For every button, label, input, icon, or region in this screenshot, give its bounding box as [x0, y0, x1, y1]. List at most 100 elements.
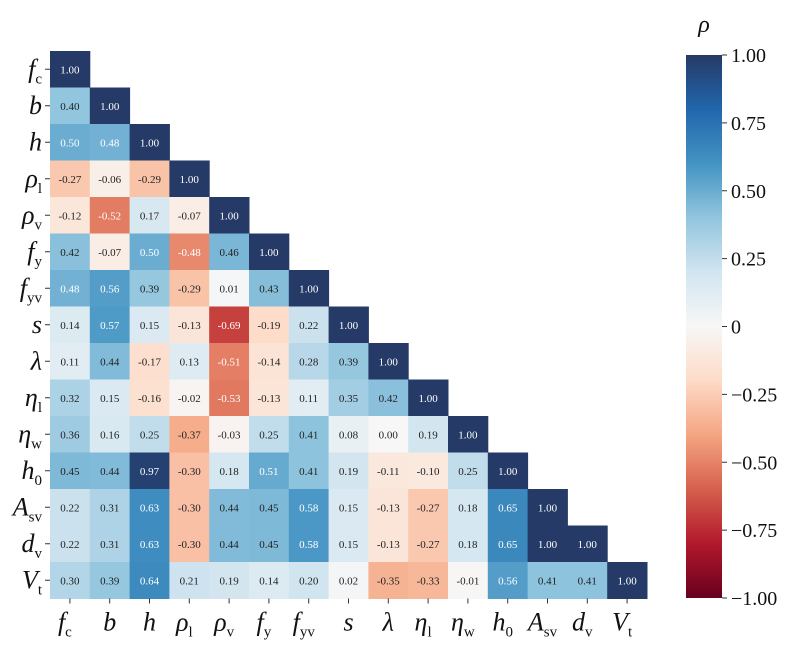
x-tick-label: ηl	[415, 608, 432, 641]
cell-value-label: -0.19	[257, 320, 280, 332]
cell-value-label: 0.17	[140, 210, 160, 222]
cell-value-label: -0.07	[178, 210, 201, 222]
heatmap-cell	[408, 452, 449, 490]
cell-value-label: 0.22	[299, 320, 318, 332]
heatmap-cell	[527, 525, 568, 563]
cell-value-label: 0.57	[100, 320, 120, 332]
cell-value-label: 0.65	[498, 539, 518, 551]
y-tick-label: ρl	[24, 164, 42, 197]
cell-value-label: 0.45	[259, 502, 279, 514]
cell-value-label: 0.56	[498, 575, 518, 587]
cell-value-label: 0.46	[219, 247, 239, 259]
cell-value-label: -0.27	[417, 539, 440, 551]
cell-value-label: -0.02	[178, 393, 201, 405]
cell-value-label: 0.32	[60, 393, 79, 405]
heatmap-cell	[89, 124, 131, 161]
heatmap-cell	[50, 197, 91, 234]
colorbar-tick-label: 0.50	[731, 181, 766, 203]
cell-value-label: 0.44	[100, 466, 120, 478]
heatmap-cell	[328, 343, 369, 380]
cell-value-label: 0.50	[60, 137, 80, 149]
y-tick-label: λ	[30, 346, 42, 375]
heatmap-cell	[249, 452, 290, 490]
cell-value-label: -0.06	[98, 174, 121, 186]
cell-value-label: 0.63	[140, 539, 160, 551]
colorbar-tick-label: −0.75	[731, 520, 777, 542]
heatmap-cell	[89, 306, 131, 344]
heatmap-cell	[249, 306, 290, 344]
heatmap-cell	[209, 233, 250, 271]
heatmap-cell	[89, 233, 131, 271]
cell-value-label: -0.27	[417, 502, 440, 514]
cell-value-label: 0.13	[180, 356, 200, 368]
heatmap-cell	[368, 343, 409, 380]
cell-value-label: 1.00	[617, 575, 637, 587]
heatmap-cell	[169, 416, 210, 453]
heatmap-cell	[129, 124, 170, 161]
heatmap-cell	[169, 562, 210, 599]
y-tick-label: fy	[27, 237, 42, 270]
heatmap-cell	[129, 452, 170, 490]
y-tick-label: h	[29, 127, 42, 156]
cell-value-label: 0.19	[339, 466, 359, 478]
heatmap-cell	[50, 160, 91, 198]
heatmap-cell	[169, 306, 210, 344]
colorbar-tick-label: −0.50	[731, 452, 777, 474]
heatmap-cell	[408, 525, 449, 563]
cell-value-label: 0.56	[100, 283, 120, 295]
cell-value-label: 0.16	[100, 429, 120, 441]
cell-value-label: -0.17	[138, 356, 161, 368]
cell-value-label: 0.20	[299, 575, 319, 587]
cell-value-label: -0.30	[178, 539, 201, 551]
cell-value-label: 0.15	[140, 320, 160, 332]
heatmap-cell	[209, 379, 250, 417]
cell-value-label: 0.41	[299, 429, 318, 441]
heatmap-cell	[169, 270, 210, 307]
cell-value-label: 0.43	[259, 283, 279, 295]
cell-value-label: 1.00	[140, 137, 160, 149]
heatmap-cell	[567, 562, 608, 599]
x-tick-label: ρv	[213, 608, 234, 641]
cell-value-label: 0.44	[219, 539, 239, 551]
heatmap-cell	[129, 562, 170, 599]
cell-value-label: 1.00	[578, 539, 598, 551]
cell-value-label: -0.29	[178, 283, 201, 295]
heatmap-cell	[209, 525, 250, 563]
heatmap-cell	[50, 233, 91, 271]
heatmap-cell	[288, 489, 330, 526]
cell-value-label: 0.22	[60, 502, 79, 514]
cell-value-label: 1.00	[379, 356, 399, 368]
heatmap-cell	[169, 489, 210, 526]
heatmap-cell	[448, 562, 489, 599]
y-tick-label: ρv	[21, 200, 42, 233]
heatmap-cell	[249, 343, 290, 380]
heatmap-cell	[249, 525, 290, 563]
heatmap-cell	[328, 489, 369, 526]
cell-value-label: 1.00	[418, 393, 438, 405]
cell-value-label: 0.50	[140, 247, 160, 259]
heatmap-cell	[50, 416, 91, 453]
heatmap-cell	[169, 452, 210, 490]
cell-value-label: 0.15	[339, 539, 359, 551]
heatmap-cell	[288, 452, 330, 490]
heatmap-cell	[487, 489, 529, 526]
heatmap-cell	[288, 379, 330, 417]
cell-value-label: -0.03	[218, 429, 241, 441]
cell-value-label: 1.00	[60, 64, 80, 76]
x-tick-label: fc	[58, 608, 72, 641]
heatmap-cell	[487, 525, 529, 563]
heatmap-cell	[209, 489, 250, 526]
cell-value-label: 0.22	[60, 539, 79, 551]
heatmap-cell	[89, 197, 131, 234]
cell-value-label: 0.30	[60, 575, 80, 587]
x-tick-label: ρl	[175, 608, 193, 641]
heatmap-cell	[249, 379, 290, 417]
heatmap-cell	[89, 452, 131, 490]
cell-value-label: 0.11	[299, 393, 318, 405]
heatmap-cell	[448, 525, 489, 563]
cell-value-label: 1.00	[538, 539, 558, 551]
cell-value-label: -0.69	[218, 320, 241, 332]
cell-value-label: 1.00	[339, 320, 359, 332]
heatmap-cell	[328, 562, 369, 599]
colorbar-tick-label: 0.75	[731, 113, 766, 135]
